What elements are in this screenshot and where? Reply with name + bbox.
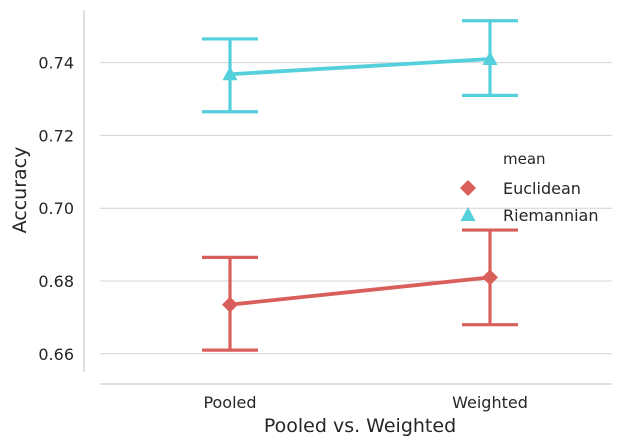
y-tick-label: 0.70 [38,199,74,218]
legend-marker-triangle [460,207,476,221]
y-tick-label: 0.66 [38,345,74,364]
data-point-triangle [222,66,238,81]
series-euclidean [202,228,518,352]
y-tick-label: 0.72 [38,126,74,145]
x-axis-label: Pooled vs. Weighted [264,415,456,437]
series-line [228,57,492,77]
series-line [228,275,492,307]
legend: mean Euclidean Riemannian [460,150,598,225]
x-tick-label: Pooled [203,393,256,412]
legend-marker-diamond [460,180,476,196]
legend-entry-label: Riemannian [503,206,598,225]
plot-area [202,19,518,352]
data-point-diamond [222,296,238,313]
legend-title: mean [503,150,546,168]
legend-entry-label: Euclidean [503,179,581,198]
y-tick-label: 0.68 [38,272,74,291]
y-tick-label: 0.74 [38,54,74,73]
grid-lines [100,62,612,355]
data-point-diamond [482,269,498,286]
y-axis-label: Accuracy [9,147,31,234]
x-tick-label: Weighted [452,393,528,412]
series-riemannian [202,19,518,114]
x-tick-labels: Pooled Weighted [203,393,527,412]
data-point-triangle [482,50,498,65]
y-tick-labels: 0.66 0.68 0.70 0.72 0.74 [38,54,74,364]
